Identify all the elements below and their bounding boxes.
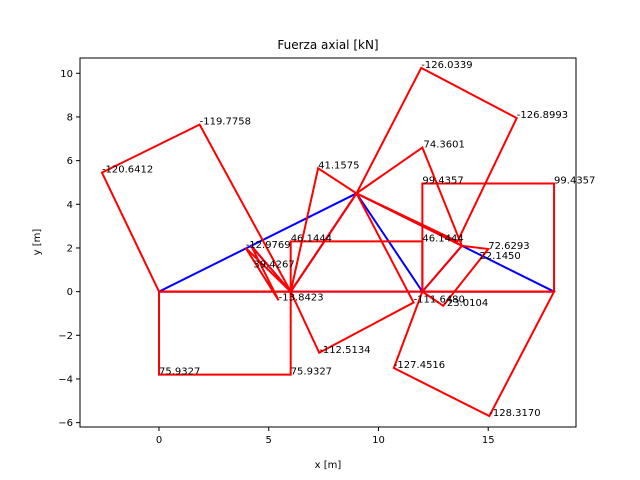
y-tick-label-6: 6 xyxy=(67,156,73,167)
force-label-7: 99.4357 xyxy=(554,176,595,187)
structure-member-4 xyxy=(355,191,424,294)
force-diagram-10 xyxy=(420,244,491,308)
force-diagram-8 xyxy=(354,145,464,248)
force-label-12: 22.1450 xyxy=(479,251,520,262)
y-tick-label-8: 10 xyxy=(60,69,73,80)
plot-area: -126.0339 -126.8993 -119.7758 -120.6412 74.3… xyxy=(100,60,595,419)
y-tick-label-4: 2 xyxy=(67,243,73,254)
force-label-1: -126.8993 xyxy=(517,110,568,121)
force-diagram-5 xyxy=(392,290,556,418)
force-diagram-9 xyxy=(244,245,292,301)
force-label-18: -127.4516 xyxy=(394,360,445,371)
force-label-3: -120.6412 xyxy=(102,165,153,176)
y-axis-label: y [m] xyxy=(32,229,43,256)
y-tick-label-7: 8 xyxy=(67,112,73,123)
force-diagram-2 xyxy=(289,240,424,293)
force-label-6: 99.4357 xyxy=(422,176,463,187)
structure-member-1 xyxy=(157,192,358,293)
axis-ticks: 0 5 10 15 −6 −4 −2 0 2 4 6 8 10 xyxy=(58,69,494,446)
force-label-13: 39.4267 xyxy=(253,260,294,271)
x-tick-label-0: 0 xyxy=(156,435,162,446)
y-tick-label-3: 0 xyxy=(67,287,73,298)
force-label-19: 75.9327 xyxy=(159,367,200,378)
y-tick-label-0: −6 xyxy=(58,418,73,429)
force-diagram-7 xyxy=(289,166,358,293)
force-label-16: -23.0104 xyxy=(443,298,488,309)
force-label-17: -112.5134 xyxy=(319,345,370,356)
force-label-8: 46.1444 xyxy=(291,233,332,244)
force-label-5: 41.1575 xyxy=(318,160,359,171)
force-label-10: 72.6293 xyxy=(488,241,529,252)
x-tick-label-2: 10 xyxy=(372,435,385,446)
force-label-9: 46.1444 xyxy=(422,233,463,244)
force-label-20: 75.9327 xyxy=(291,367,332,378)
force-label-14: -13.8423 xyxy=(279,292,324,303)
y-tick-label-1: −4 xyxy=(58,374,73,385)
x-axis-label: x [m] xyxy=(315,460,342,471)
x-tick-label-1: 5 xyxy=(266,435,272,446)
chart-title: Fuerza axial [kN] xyxy=(277,38,378,52)
force-diagram-4 xyxy=(355,66,519,243)
force-label-0: -126.0339 xyxy=(421,60,472,71)
force-label-11: -12.9769 xyxy=(246,240,291,251)
force-label-21: -128.3170 xyxy=(489,408,540,419)
x-tick-label-3: 15 xyxy=(482,435,495,446)
force-diagram-3 xyxy=(100,123,293,293)
y-tick-label-5: 4 xyxy=(67,200,73,211)
axes-frame xyxy=(79,57,577,428)
force-label-4: 74.3601 xyxy=(423,140,464,151)
y-tick-label-2: −2 xyxy=(58,331,73,342)
force-label-2: -119.7758 xyxy=(200,117,251,128)
force-label-15: -111.6480 xyxy=(414,295,465,306)
